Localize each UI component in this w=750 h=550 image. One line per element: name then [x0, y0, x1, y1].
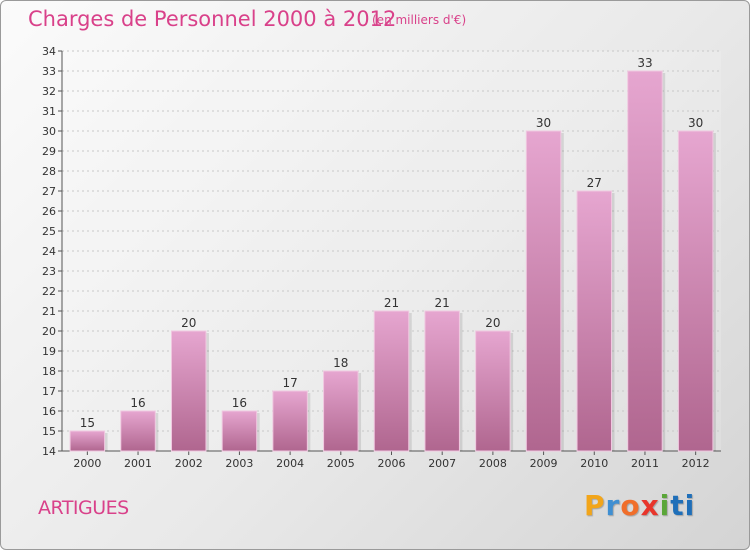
bar — [272, 390, 308, 452]
bar — [170, 330, 207, 452]
bar — [627, 70, 663, 452]
bar-value-label: 21 — [435, 296, 450, 310]
bar-value-label: 16 — [130, 396, 145, 410]
bar-value-label: 27 — [587, 176, 602, 190]
y-tick-label: 30 — [42, 125, 56, 138]
y-tick-label: 34 — [42, 45, 56, 58]
bar — [69, 430, 106, 452]
y-tick-label: 23 — [42, 265, 56, 278]
bar-value-label: 30 — [536, 116, 551, 130]
logo-letter: ti — [670, 489, 696, 522]
bar — [120, 410, 156, 452]
x-tick-label: 2004 — [276, 457, 304, 470]
y-tick-label: 24 — [42, 245, 56, 258]
bar-value-label: 17 — [282, 376, 297, 390]
x-tick-label: 2009 — [530, 457, 558, 470]
logo-letter: x — [640, 489, 660, 522]
y-tick-label: 27 — [42, 185, 56, 198]
bar-value-label: 20 — [485, 316, 500, 330]
x-tick-label: 2008 — [479, 457, 507, 470]
x-tick-label: 2001 — [124, 457, 152, 470]
y-tick-label: 19 — [42, 345, 56, 358]
logo-letter: i — [659, 489, 671, 522]
chart-subtitle: (en milliers d'€) — [372, 13, 467, 27]
y-tick-label: 17 — [42, 385, 56, 398]
bar — [323, 370, 359, 452]
bar — [221, 410, 258, 452]
x-tick-label: 2003 — [225, 457, 253, 470]
y-tick-label: 14 — [42, 445, 56, 458]
y-tick-label: 32 — [42, 85, 56, 98]
y-tick-label: 29 — [42, 145, 56, 158]
y-tick-label: 21 — [42, 305, 56, 318]
bar-value-label: 18 — [333, 356, 348, 370]
x-tick-label: 2000 — [73, 457, 101, 470]
y-tick-label: 26 — [42, 205, 56, 218]
x-tick-label: 2010 — [580, 457, 608, 470]
y-tick-label: 28 — [42, 165, 56, 178]
bar-value-label: 30 — [688, 116, 703, 130]
commune-name: ARTIGUES — [38, 497, 129, 519]
bar-value-label: 16 — [232, 396, 247, 410]
x-tick-label: 2002 — [175, 457, 203, 470]
bar-value-label: 20 — [181, 316, 196, 330]
x-tick-label: 2012 — [682, 457, 710, 470]
logo-letter: r — [605, 489, 621, 522]
proxiti-logo[interactable]: Proxiti — [584, 489, 695, 522]
x-tick-label: 2006 — [378, 457, 406, 470]
x-tick-label: 2007 — [428, 457, 456, 470]
logo-letter: P — [584, 489, 606, 522]
y-tick-label: 15 — [42, 425, 56, 438]
bar — [475, 330, 511, 452]
bar — [576, 190, 613, 452]
logo-letter: o — [620, 489, 641, 522]
y-tick-label: 25 — [42, 225, 56, 238]
y-tick-label: 33 — [42, 65, 56, 78]
y-tick-label: 20 — [42, 325, 56, 338]
x-tick-label: 2005 — [327, 457, 355, 470]
y-tick-label: 16 — [42, 405, 56, 418]
bar — [424, 310, 460, 452]
y-tick-label: 18 — [42, 365, 56, 378]
y-tick-label: 22 — [42, 285, 56, 298]
bar — [677, 130, 714, 452]
bar — [525, 130, 562, 452]
x-tick-label: 2011 — [631, 457, 659, 470]
bar-value-label: 15 — [80, 416, 95, 430]
bar-value-label: 33 — [637, 56, 652, 70]
y-tick-label: 31 — [42, 105, 56, 118]
bar — [373, 310, 410, 452]
bar-value-label: 21 — [384, 296, 399, 310]
chart-title: Charges de Personnel 2000 à 2012 — [28, 7, 397, 31]
